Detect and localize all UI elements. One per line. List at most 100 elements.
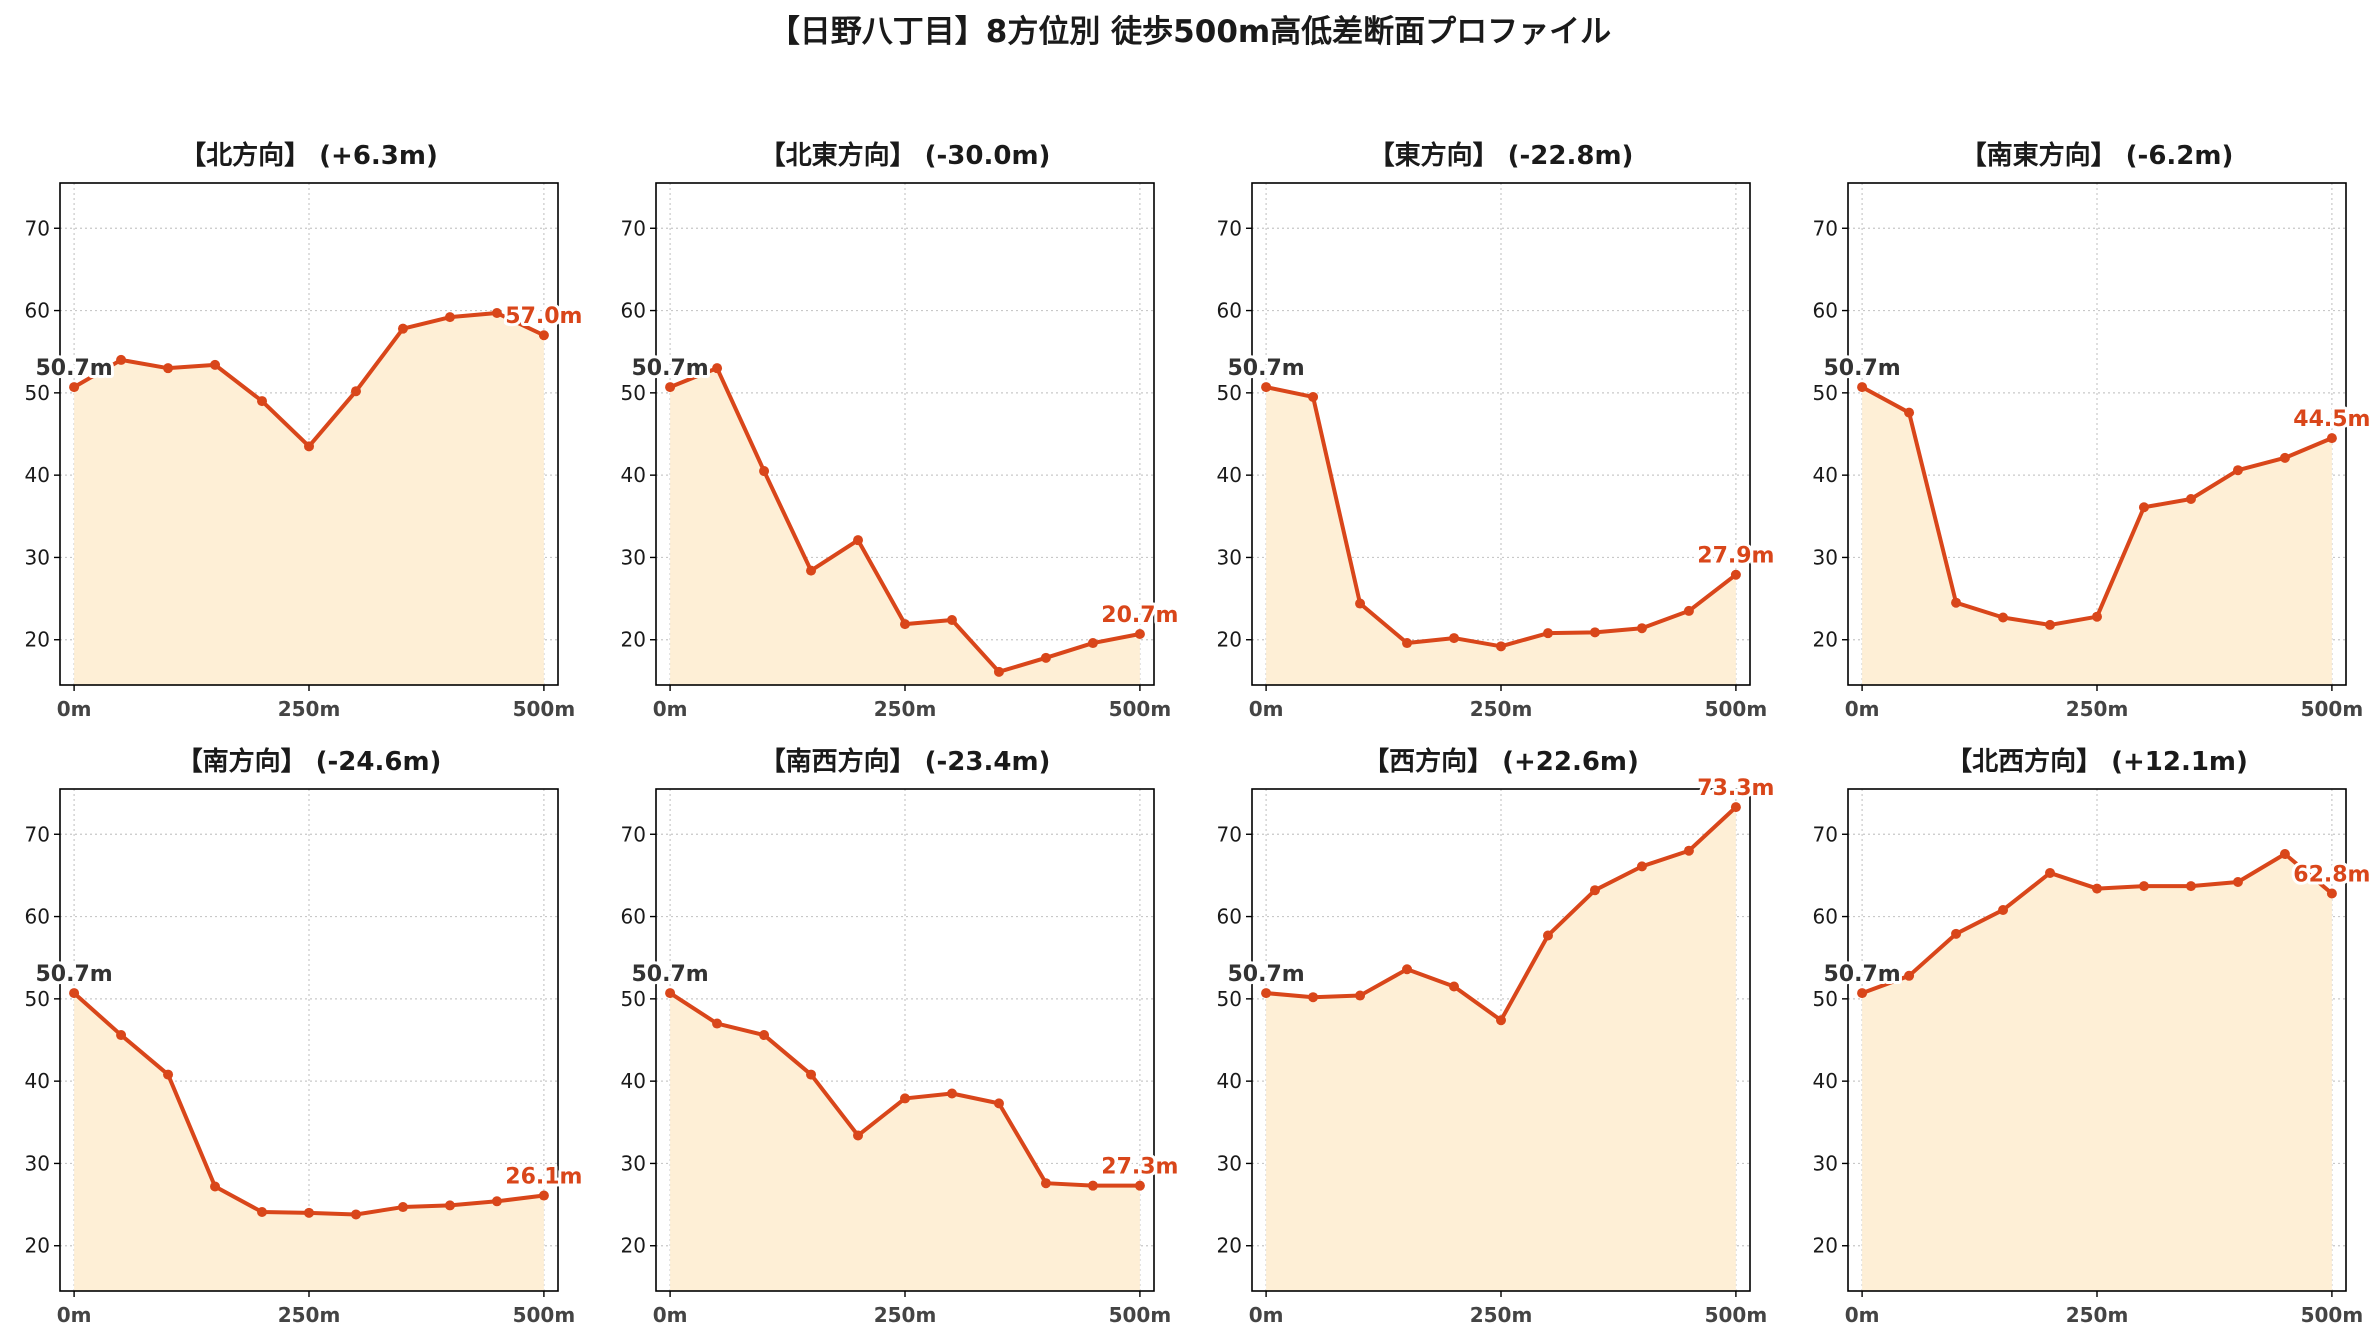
subplot-5: 【南方向】 (-24.6m) 20 30 40 50 60 70 0m 250m 500m 50.7… <box>25 746 586 1327</box>
end-elevation-label: 26.1m <box>505 1165 582 1190</box>
data-point <box>210 1181 221 1192</box>
y-tick-label: 60 <box>25 905 50 929</box>
y-tick-label: 60 <box>1813 905 1838 929</box>
end-elevation-label: 44.5m <box>2293 407 2370 432</box>
data-point <box>1308 992 1319 1003</box>
data-point <box>759 466 770 477</box>
data-point <box>116 1030 127 1041</box>
data-point <box>1589 627 1600 638</box>
subplot-title: 【南西方向】 (-23.4m) <box>760 746 1051 777</box>
data-point <box>538 330 549 341</box>
data-point <box>665 988 676 999</box>
start-elevation-label: 50.7m <box>1227 356 1304 381</box>
y-tick-label: 20 <box>621 628 646 652</box>
subplot-title: 【北東方向】 (-30.0m) <box>760 140 1051 171</box>
data-point <box>69 988 80 999</box>
start-elevation-label: 50.7m <box>1227 962 1304 987</box>
data-point <box>257 1206 268 1217</box>
y-tick-label: 60 <box>621 905 646 929</box>
data-point <box>1998 904 2009 915</box>
y-tick-label: 20 <box>25 1234 50 1258</box>
x-tick-label: 0m <box>1845 697 1880 721</box>
x-tick-label: 250m <box>1470 1303 1533 1327</box>
y-tick-label: 70 <box>1813 822 1838 846</box>
x-tick-label: 500m <box>1109 697 1172 721</box>
y-tick-label: 20 <box>1813 628 1838 652</box>
data-point <box>1355 990 1366 1001</box>
elevation-area <box>670 368 1140 685</box>
end-elevation-label: 20.7m <box>1101 603 1178 628</box>
x-tick-label: 250m <box>278 697 341 721</box>
x-tick-label: 250m <box>2066 1303 2129 1327</box>
data-point <box>1951 597 1962 608</box>
data-point <box>993 666 1004 677</box>
elevation-area <box>1862 387 2332 685</box>
x-tick-label: 500m <box>513 1303 576 1327</box>
x-tick-label: 250m <box>874 1303 937 1327</box>
y-tick-label: 40 <box>1813 463 1838 487</box>
data-point <box>946 1088 957 1099</box>
data-point <box>304 441 314 452</box>
subplot-title: 【南東方向】 (-6.2m) <box>1961 140 2234 171</box>
subplot-4: 【南東方向】 (-6.2m) 20 30 40 50 60 70 0m 250m 500m 50.7… <box>1813 140 2374 721</box>
subplot-title: 【東方向】 (-22.8m) <box>1369 140 1634 171</box>
y-tick-label: 70 <box>621 216 646 240</box>
data-point <box>350 1209 361 1220</box>
data-point <box>2138 502 2149 513</box>
data-point <box>1402 638 1413 649</box>
data-point <box>2045 619 2056 630</box>
data-point <box>1636 861 1647 872</box>
data-point <box>2232 465 2243 476</box>
data-point <box>1683 605 1694 616</box>
data-point <box>444 312 455 323</box>
subplot-7: 【西方向】 (+22.6m) 20 30 40 50 60 70 0m 250m 500m 50.7… <box>1217 746 1778 1327</box>
y-tick-label: 70 <box>1217 216 1242 240</box>
data-point <box>1134 628 1145 639</box>
y-tick-label: 50 <box>1217 381 1242 405</box>
data-point <box>1355 598 1366 609</box>
x-tick-label: 250m <box>874 697 937 721</box>
x-tick-label: 0m <box>1249 1303 1284 1327</box>
subplot-2: 【北東方向】 (-30.0m) 20 30 40 50 60 70 0m 250m 500m 50.… <box>621 140 1182 721</box>
x-tick-label: 0m <box>653 697 688 721</box>
end-elevation-label: 73.3m <box>1697 776 1774 801</box>
data-point <box>116 354 127 365</box>
data-point <box>1496 1015 1506 1026</box>
y-tick-label: 60 <box>1217 905 1242 929</box>
y-tick-label: 40 <box>1217 463 1242 487</box>
y-tick-label: 40 <box>25 463 50 487</box>
elevation-area <box>74 993 544 1291</box>
end-elevation-label: 27.3m <box>1101 1155 1178 1180</box>
y-tick-label: 20 <box>1217 1234 1242 1258</box>
elevation-area <box>1266 387 1736 685</box>
data-point <box>1261 988 1272 999</box>
start-elevation-label: 50.7m <box>631 356 708 381</box>
y-tick-label: 70 <box>621 822 646 846</box>
start-elevation-label: 50.7m <box>35 962 112 987</box>
data-point <box>2185 494 2196 505</box>
data-point <box>397 1202 408 1213</box>
data-point <box>1589 885 1600 896</box>
data-point <box>1998 612 2009 623</box>
x-tick-label: 500m <box>2301 1303 2364 1327</box>
data-point <box>2138 881 2149 892</box>
data-point <box>1542 628 1553 639</box>
subplot-title: 【西方向】 (+22.6m) <box>1363 746 1639 777</box>
data-point <box>1730 569 1741 580</box>
data-point <box>1402 964 1413 975</box>
y-tick-label: 70 <box>1217 822 1242 846</box>
x-tick-label: 0m <box>653 1303 688 1327</box>
x-tick-label: 0m <box>57 1303 92 1327</box>
data-point <box>1040 1178 1051 1189</box>
start-elevation-label: 50.7m <box>1823 962 1900 987</box>
data-point <box>1496 641 1506 652</box>
x-tick-label: 250m <box>2066 697 2129 721</box>
data-point <box>491 308 502 319</box>
y-tick-label: 40 <box>1813 1069 1838 1093</box>
data-point <box>1308 391 1319 402</box>
data-point <box>257 396 268 407</box>
data-point <box>2185 881 2196 892</box>
y-tick-label: 40 <box>25 1069 50 1093</box>
data-point <box>665 382 676 393</box>
x-tick-label: 250m <box>1470 697 1533 721</box>
